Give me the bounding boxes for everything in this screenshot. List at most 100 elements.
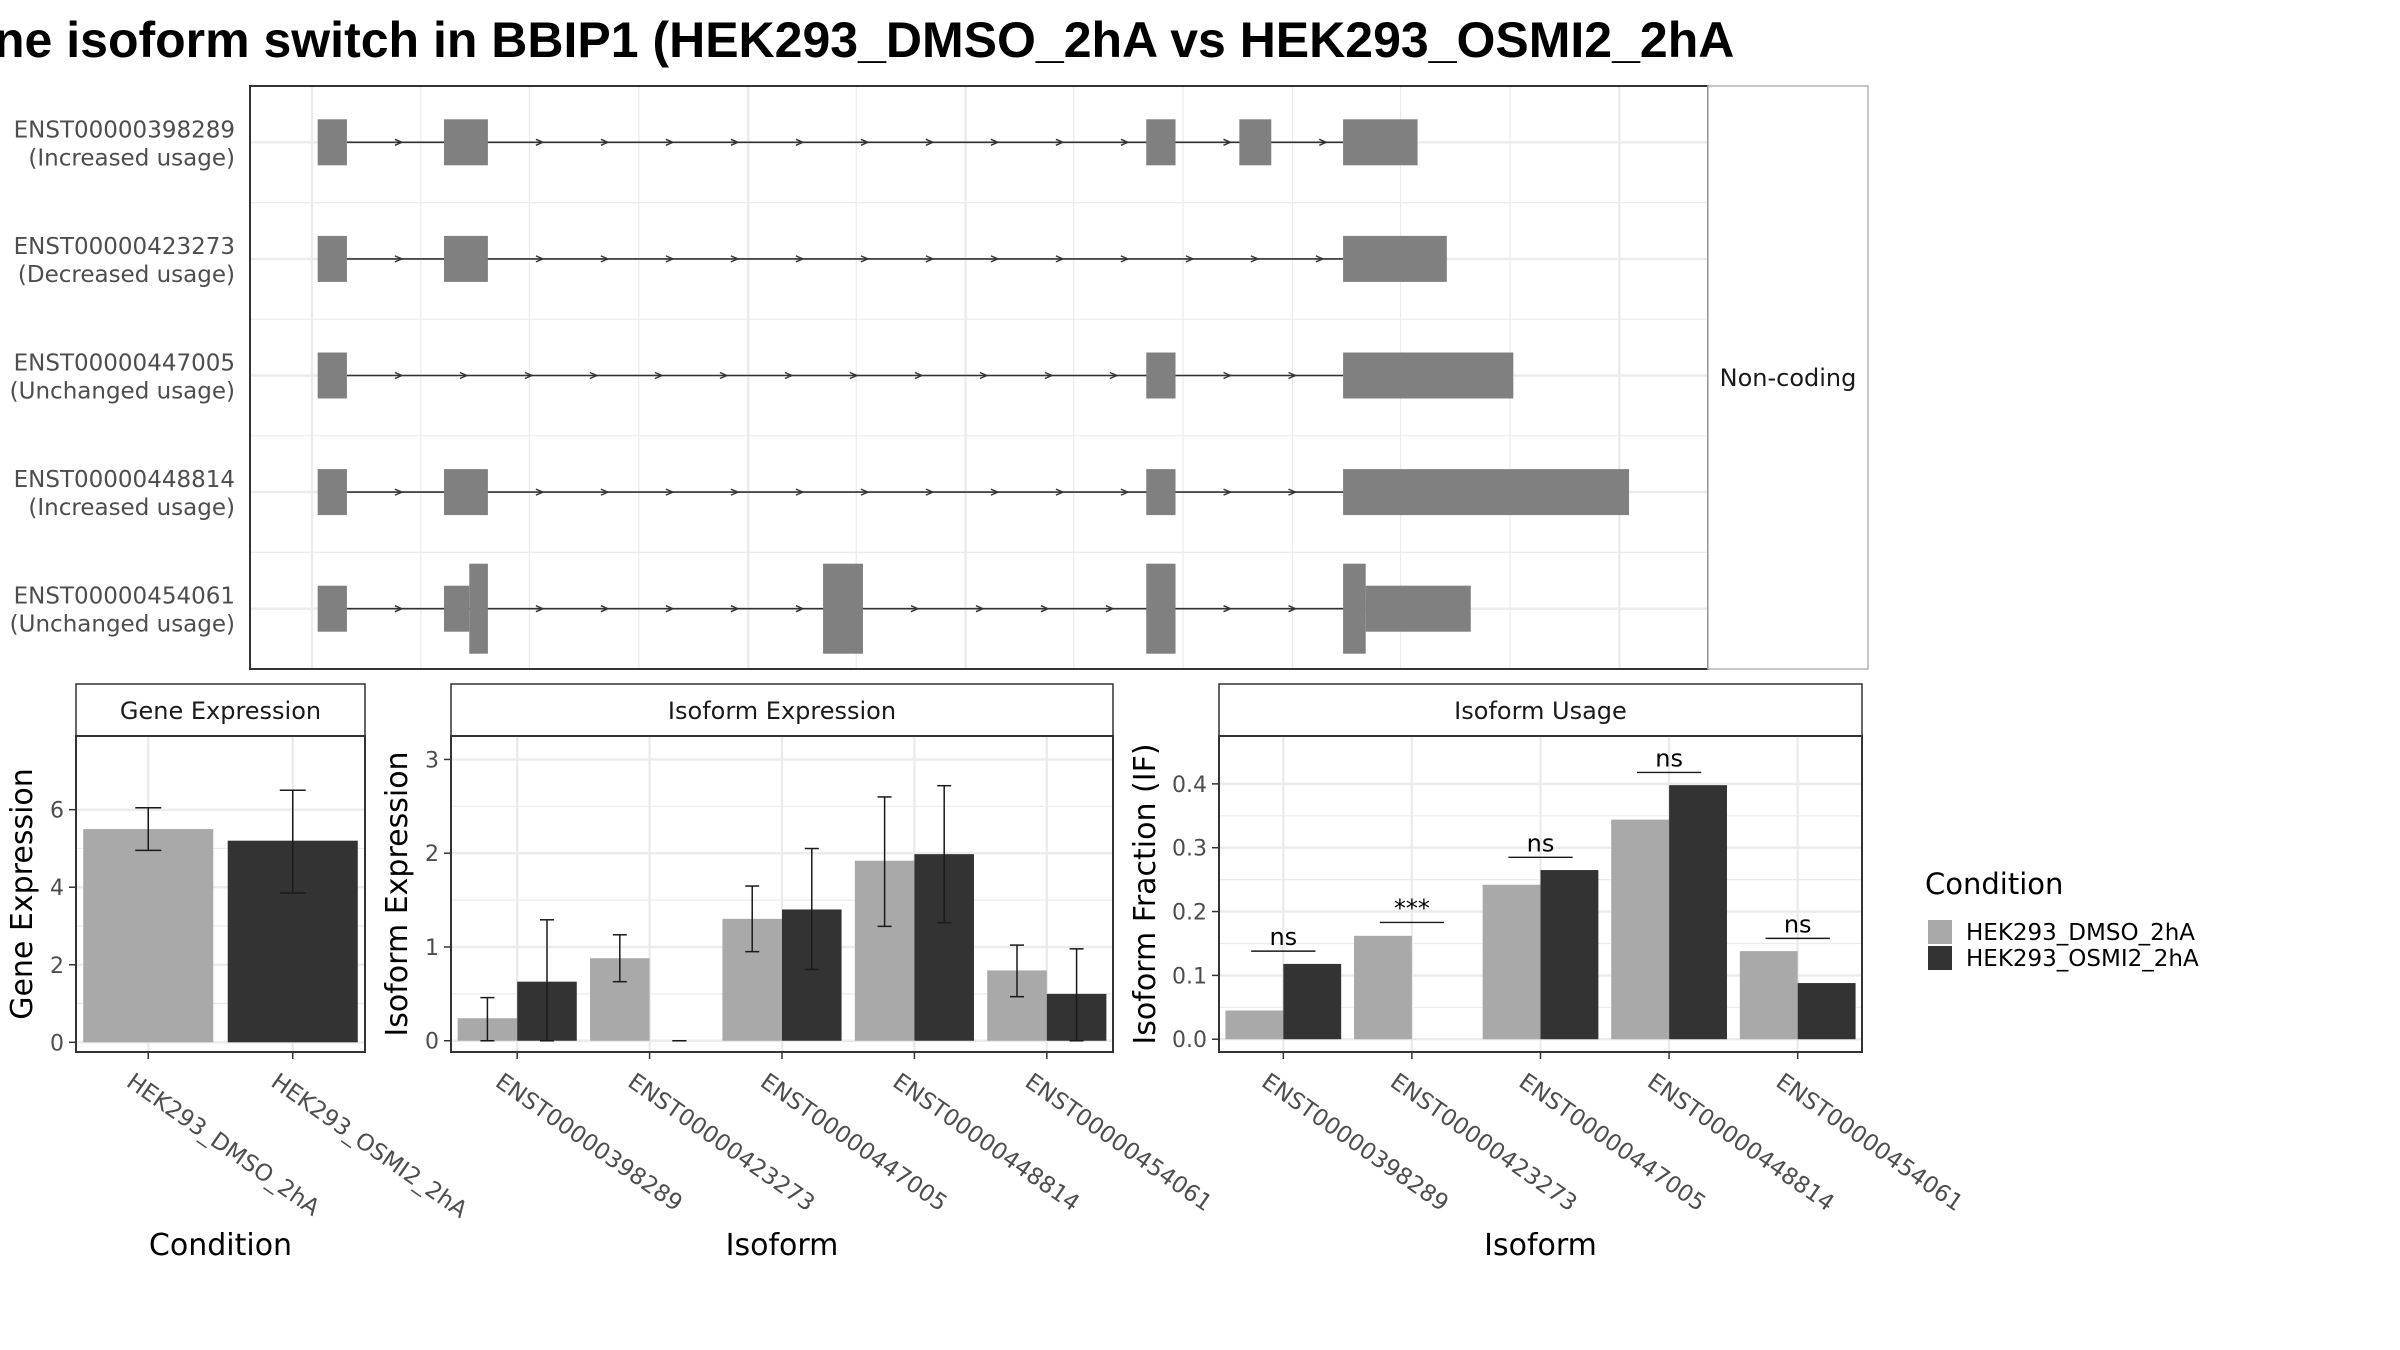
gene-expression-panel: Gene Expression0246HEK293_DMSO_2hAHEK293… xyxy=(5,683,472,1263)
intron-arrow xyxy=(1044,371,1054,380)
intron-arrow xyxy=(795,605,805,613)
intron-arrow xyxy=(730,488,740,496)
exon-block xyxy=(1365,585,1471,632)
exon-block xyxy=(1146,563,1176,654)
intron-arrow xyxy=(1223,488,1233,496)
intron-arrow xyxy=(860,138,870,146)
legend-swatch xyxy=(1928,920,1952,944)
transcript-id-label: ENST00000423273 xyxy=(14,234,235,260)
intron-arrow xyxy=(975,605,985,613)
transcript-usage-label: (Increased usage) xyxy=(28,495,235,521)
exon-block xyxy=(444,119,488,166)
transcript-id-label: ENST00000398289 xyxy=(14,117,235,143)
intron-arrow xyxy=(1105,605,1115,613)
intron-arrow xyxy=(459,371,469,380)
intron-arrow xyxy=(1120,255,1130,263)
significance-label: ns xyxy=(1655,744,1683,772)
intron-arrow xyxy=(600,488,610,496)
panel-frame xyxy=(75,735,366,1053)
y-tick-label: 0 xyxy=(425,1030,439,1055)
y-tick-label: 2 xyxy=(50,954,64,979)
bar xyxy=(1611,819,1670,1040)
legend-swatch xyxy=(1928,946,1952,970)
intron-arrow xyxy=(719,371,729,380)
intron-arrow xyxy=(979,371,989,380)
condition-legend: Condition HEK293_DMSO_2hAHEK293_OSMI2_2h… xyxy=(1925,867,2199,972)
intron-arrow xyxy=(535,255,545,263)
y-tick-label: 0.0 xyxy=(1172,1028,1207,1053)
exon-block xyxy=(1239,119,1272,166)
intron-arrow xyxy=(1040,605,1050,613)
transcript-id-label: ENST00000447005 xyxy=(14,351,235,377)
y-tick-label: 0.1 xyxy=(1172,964,1207,989)
bar xyxy=(1739,951,1798,1040)
exon-block xyxy=(469,563,488,654)
transcript-usage-label: (Decreased usage) xyxy=(18,262,235,288)
x-axis-title: Condition xyxy=(149,1228,292,1263)
isoform-usage-panel: Isoform Usage0.00.10.20.30.4ENST00000398… xyxy=(1128,683,1967,1263)
figure-title: ne isoform switch in BBIP1 (HEK293_DMSO_… xyxy=(0,12,1734,68)
intron-arrow xyxy=(665,138,675,146)
y-axis-title: Gene Expression xyxy=(5,768,40,1020)
intron-arrow xyxy=(394,605,404,613)
y-tick-label: 0 xyxy=(50,1031,64,1056)
intron-arrow xyxy=(1315,255,1325,263)
legend-title: Condition xyxy=(1925,867,2063,901)
intron-arrow xyxy=(925,255,935,263)
intron-arrow xyxy=(784,371,794,380)
intron-arrow xyxy=(535,138,545,146)
y-tick-label: 1 xyxy=(425,936,439,961)
panel-strip-label: Isoform Usage xyxy=(1454,697,1627,725)
intron-arrow xyxy=(665,605,675,613)
exon-block xyxy=(444,235,488,282)
intron-arrow xyxy=(1109,371,1119,380)
bar xyxy=(1540,870,1599,1040)
exon-block xyxy=(1343,235,1447,282)
bar xyxy=(1797,983,1856,1040)
intron-arrow xyxy=(1055,255,1065,263)
intron-arrow xyxy=(849,371,859,380)
intron-arrow xyxy=(795,488,805,496)
transcript-id-label: ENST00000448814 xyxy=(14,467,235,493)
intron-arrow xyxy=(665,255,675,263)
x-axis-title: Isoform xyxy=(726,1228,839,1263)
transcript-id-label: ENST00000454061 xyxy=(14,584,235,610)
panel-strip-label: Gene Expression xyxy=(120,697,321,725)
exon-block xyxy=(1343,469,1630,516)
intron-arrow xyxy=(990,138,1000,146)
intron-arrow xyxy=(535,605,545,613)
intron-arrow xyxy=(860,255,870,263)
exon-block xyxy=(1343,563,1366,654)
transcript-usage-label: (Unchanged usage) xyxy=(10,612,235,638)
intron-arrow xyxy=(394,371,404,380)
intron-arrow xyxy=(925,138,935,146)
bar xyxy=(1225,1010,1284,1040)
exon-block xyxy=(317,585,347,632)
intron-arrow xyxy=(600,138,610,146)
intron-arrow xyxy=(535,488,545,496)
legend-label: HEK293_DMSO_2hA xyxy=(1966,920,2195,946)
intron-arrow xyxy=(914,371,924,380)
significance-label: ns xyxy=(1269,923,1297,951)
panel-strip xyxy=(1218,683,1863,737)
intron-arrow xyxy=(524,371,534,380)
y-tick-label: 3 xyxy=(425,748,439,773)
intron-arrow xyxy=(1223,138,1233,146)
intron-arrow xyxy=(990,488,1000,496)
transcript-usage-label: (Unchanged usage) xyxy=(10,379,235,405)
gene-structure-panel: ENST00000398289(Increased usage)ENST0000… xyxy=(10,85,1869,670)
intron-arrow xyxy=(1055,138,1065,146)
exon-block xyxy=(1343,119,1418,166)
x-axis-title: Isoform xyxy=(1484,1228,1597,1263)
legend-label: HEK293_OSMI2_2hA xyxy=(1966,946,2199,972)
y-tick-label: 0.4 xyxy=(1172,773,1207,798)
intron-arrow xyxy=(394,488,404,496)
intron-arrow xyxy=(1223,605,1233,613)
intron-arrow xyxy=(1120,138,1130,146)
exon-block xyxy=(1146,119,1176,166)
intron-arrow xyxy=(589,371,599,380)
intron-arrow xyxy=(1288,605,1298,613)
exon-block xyxy=(1343,352,1514,399)
significance-label: ns xyxy=(1527,829,1555,857)
intron-arrow xyxy=(730,138,740,146)
